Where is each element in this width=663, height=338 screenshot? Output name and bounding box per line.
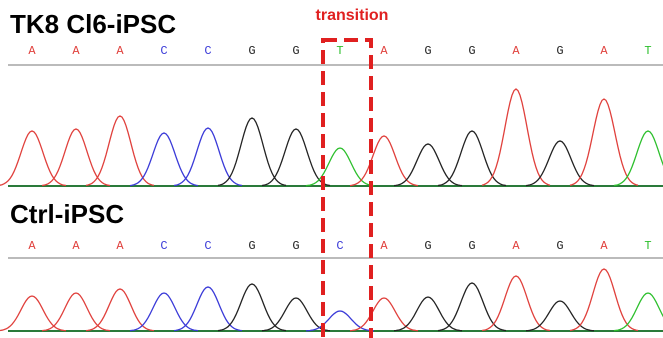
base-call: C [204,239,211,253]
annotation-label: transition [316,7,389,24]
base-call: G [248,239,255,253]
base-call: T [644,44,651,58]
trace-peak [438,283,506,331]
base-call: T [644,239,651,253]
base-call: G [556,239,563,253]
trace-peak [262,129,330,186]
trace-peak [394,144,462,186]
figure: transition TK8 Cl6-iPSC A A A C C G G T A G G A G A T Ct… [0,0,663,338]
base-call: A [116,239,124,253]
trace-peak [614,131,663,186]
base-call: A [72,44,80,58]
trace-peak [306,148,374,186]
base-call: C [204,44,211,58]
base-call: A [512,44,520,58]
trace-peak [0,296,66,331]
base-call: G [468,44,475,58]
base-call: G [248,44,255,58]
base-call: G [292,44,299,58]
trace-peak [130,293,198,331]
base-call: A [380,239,388,253]
trace-peak [262,298,330,331]
base-call: A [72,239,80,253]
base-call: A [600,44,608,58]
base-call: A [512,239,520,253]
panel-title: Ctrl-iPSC [10,199,124,229]
trace-peak [42,129,110,186]
transition-box [323,40,371,338]
trace-peak [570,269,638,331]
base-call: A [28,239,36,253]
base-call: G [424,44,431,58]
trace-peak [0,131,66,186]
base-call: C [336,239,343,253]
trace-peak [482,89,550,185]
base-call: G [424,239,431,253]
trace-peak [570,99,638,185]
trace-peak [306,311,374,331]
base-call: A [28,44,36,58]
base-call: G [556,44,563,58]
panel-title: TK8 Cl6-iPSC [10,9,176,39]
base-call: C [160,44,167,58]
trace-peak [130,133,198,186]
trace-peak [350,298,418,331]
trace-peak [526,301,594,331]
base-call: A [116,44,124,58]
base-call: T [336,44,343,58]
base-call: A [380,44,388,58]
base-call: G [468,239,475,253]
base-call: C [160,239,167,253]
base-call: A [600,239,608,253]
trace-peak [526,141,594,186]
base-call: G [292,239,299,253]
